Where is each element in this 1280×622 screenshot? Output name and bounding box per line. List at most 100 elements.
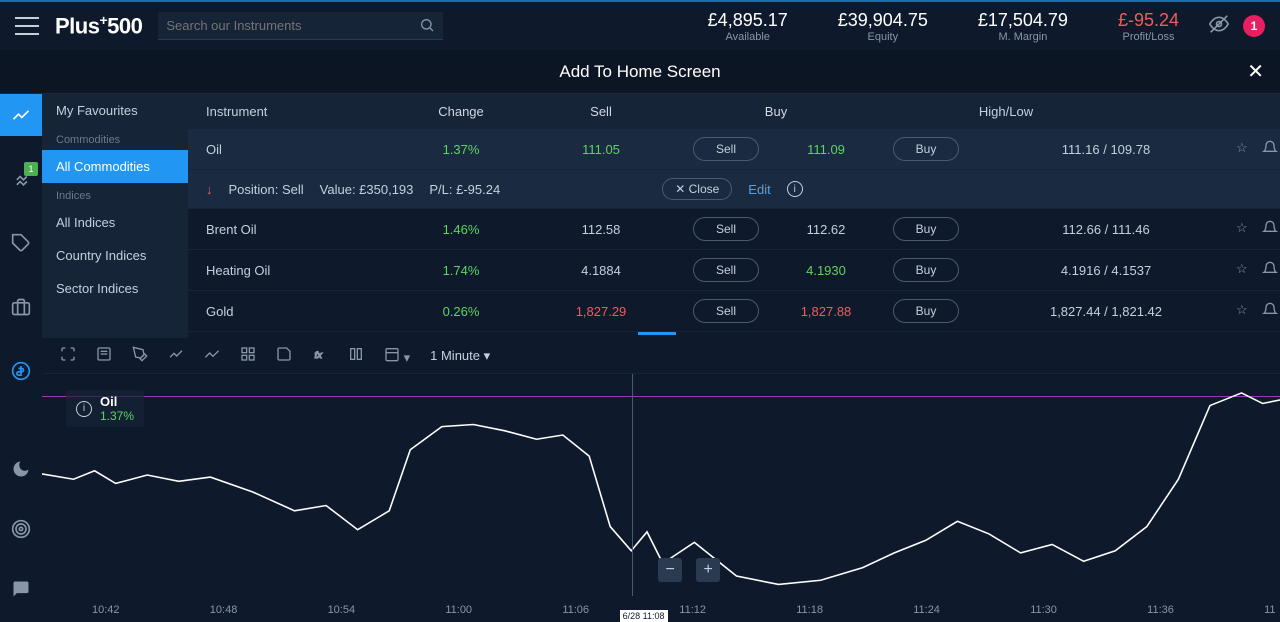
sell-cell: 112.58 xyxy=(526,222,676,237)
header-buy[interactable]: Buy xyxy=(676,104,876,119)
logo[interactable]: Plus+500 xyxy=(55,12,142,39)
edit-link[interactable]: Edit xyxy=(748,182,770,197)
cat-country-indices[interactable]: Country Indices xyxy=(42,239,188,272)
sidenav-portfolio[interactable] xyxy=(0,286,42,328)
sidenav-funds[interactable] xyxy=(0,350,42,392)
highlow-value: 1,827.44 / 1,821.42 xyxy=(976,304,1236,319)
sidenav-badge: 1 xyxy=(24,162,38,176)
bell-icon[interactable] xyxy=(1262,302,1278,321)
chart-pct: 1.37% xyxy=(100,409,134,423)
position-row: ↓ Position: Sell Value: £350,193 P/L: £-… xyxy=(188,170,1280,209)
x-tick: 11:00 xyxy=(445,604,472,616)
chart-toolbar: fx ▾ 1 Minute ▾ xyxy=(42,338,1280,374)
cat-sector-indices[interactable]: Sector Indices xyxy=(42,272,188,305)
search-input[interactable] xyxy=(158,12,443,40)
header-highlow[interactable]: High/Low xyxy=(876,104,1136,119)
x-tick: 10:42 xyxy=(92,604,120,616)
function-icon[interactable]: fx xyxy=(312,346,328,365)
layout-icon[interactable] xyxy=(240,346,256,365)
info-icon[interactable]: i xyxy=(787,181,803,197)
timeframe-select[interactable]: 1 Minute ▾ xyxy=(430,348,490,364)
sell-button[interactable]: Sell xyxy=(693,299,759,323)
header-instrument[interactable]: Instrument xyxy=(206,104,396,119)
stat-value: £39,904.75 xyxy=(838,10,928,31)
highlow-value: 112.66 / 111.46 xyxy=(976,222,1236,237)
close-position-button[interactable]: ✕ Close xyxy=(662,178,732,200)
highlow-value: 111.16 / 109.78 xyxy=(976,142,1236,157)
note-icon[interactable] xyxy=(96,346,112,365)
sell-cell: 1,827.29 xyxy=(526,304,676,319)
buy-button[interactable]: Buy xyxy=(893,217,960,241)
sidenav-target[interactable] xyxy=(0,508,42,550)
stat-value: £17,504.79 xyxy=(978,10,1068,31)
x-tick: 11:06 xyxy=(562,604,589,616)
position-pl: P/L: £-95.24 xyxy=(429,182,500,197)
table-row[interactable]: Gold 0.26% 1,827.29 Sell 1,827.88 Buy 1,… xyxy=(188,291,1280,332)
change-value: 1.46% xyxy=(396,222,526,237)
sell-cell: 111.05 xyxy=(526,142,676,157)
grid-header-row: Instrument Change Sell Buy High/Low xyxy=(188,94,1280,129)
cat-header-commodities: Commodities xyxy=(42,127,188,150)
sidenav-tag[interactable] xyxy=(0,222,42,264)
stat-value: £4,895.17 xyxy=(708,10,788,31)
change-value: 1.74% xyxy=(396,263,526,278)
info-icon[interactable]: i xyxy=(76,401,92,417)
sidenav-positions[interactable]: 1 xyxy=(0,158,42,200)
stat-label: M. Margin xyxy=(978,31,1068,43)
instrument-name[interactable]: Brent Oil xyxy=(206,222,396,237)
sidenav-chart[interactable] xyxy=(0,94,42,136)
stat-pl: £-95.24 Profit/Loss xyxy=(1118,10,1179,43)
calendar-icon[interactable]: ▾ xyxy=(384,346,410,366)
save-icon[interactable] xyxy=(276,346,292,365)
bell-icon[interactable] xyxy=(1262,261,1278,280)
bell-icon[interactable] xyxy=(1262,140,1278,159)
chart-type-icon[interactable] xyxy=(168,346,184,365)
visibility-icon[interactable] xyxy=(1209,14,1229,39)
x-tick: 10:48 xyxy=(210,604,238,616)
star-icon[interactable]: ☆ xyxy=(1236,261,1248,280)
sell-cell: 4.1884 xyxy=(526,263,676,278)
instrument-name[interactable]: Gold xyxy=(206,304,396,319)
chart-body[interactable]: i Oil 1.37% 111.05 110.43 − + 111.10 xyxy=(42,374,1280,622)
menu-icon[interactable] xyxy=(15,17,39,35)
fullscreen-icon[interactable] xyxy=(60,346,76,365)
bell-icon[interactable] xyxy=(1262,220,1278,239)
star-icon[interactable]: ☆ xyxy=(1236,302,1248,321)
cat-favourites[interactable]: My Favourites xyxy=(42,94,188,127)
table-row[interactable]: Brent Oil 1.46% 112.58 Sell 112.62 Buy 1… xyxy=(188,209,1280,250)
zoom-in-button[interactable]: + xyxy=(696,558,720,582)
close-icon[interactable]: ✕ xyxy=(1247,59,1264,84)
svg-text:fx: fx xyxy=(315,350,323,360)
compare-icon[interactable] xyxy=(348,346,364,365)
position-value: Value: £350,193 xyxy=(320,182,414,197)
sell-button[interactable]: Sell xyxy=(693,258,759,282)
x-tick: 10:54 xyxy=(328,604,356,616)
tab-indicator xyxy=(638,332,676,335)
star-icon[interactable]: ☆ xyxy=(1236,140,1248,159)
cat-all-indices[interactable]: All Indices xyxy=(42,206,188,239)
sidenav-chat[interactable] xyxy=(0,568,42,610)
cat-all-commodities[interactable]: All Commodities xyxy=(42,150,188,183)
header-sell[interactable]: Sell xyxy=(526,104,676,119)
sidenav-theme[interactable] xyxy=(0,448,42,490)
buy-button[interactable]: Buy xyxy=(893,299,960,323)
table-row[interactable]: Oil 1.37% 111.05 Sell 111.09 Buy 111.16 … xyxy=(188,129,1280,170)
zoom-out-button[interactable]: − xyxy=(658,558,682,582)
star-icon[interactable]: ☆ xyxy=(1236,220,1248,239)
x-tick: 11:36 xyxy=(1147,604,1174,616)
header-change[interactable]: Change xyxy=(396,104,526,119)
buy-button[interactable]: Buy xyxy=(893,137,960,161)
draw-icon[interactable] xyxy=(132,346,148,365)
buy-button[interactable]: Buy xyxy=(893,258,960,282)
trend-icon[interactable] xyxy=(204,346,220,365)
instrument-name[interactable]: Heating Oil xyxy=(206,263,396,278)
search-icon[interactable] xyxy=(419,17,435,38)
sell-button[interactable]: Sell xyxy=(693,217,759,241)
instrument-name[interactable]: Oil xyxy=(206,142,396,157)
stat-available: £4,895.17 Available xyxy=(708,10,788,43)
sell-button[interactable]: Sell xyxy=(693,137,759,161)
arrow-down-icon: ↓ xyxy=(206,182,213,197)
change-value: 0.26% xyxy=(396,304,526,319)
notification-badge[interactable]: 1 xyxy=(1243,15,1265,37)
table-row[interactable]: Heating Oil 1.74% 4.1884 Sell 4.1930 Buy… xyxy=(188,250,1280,291)
